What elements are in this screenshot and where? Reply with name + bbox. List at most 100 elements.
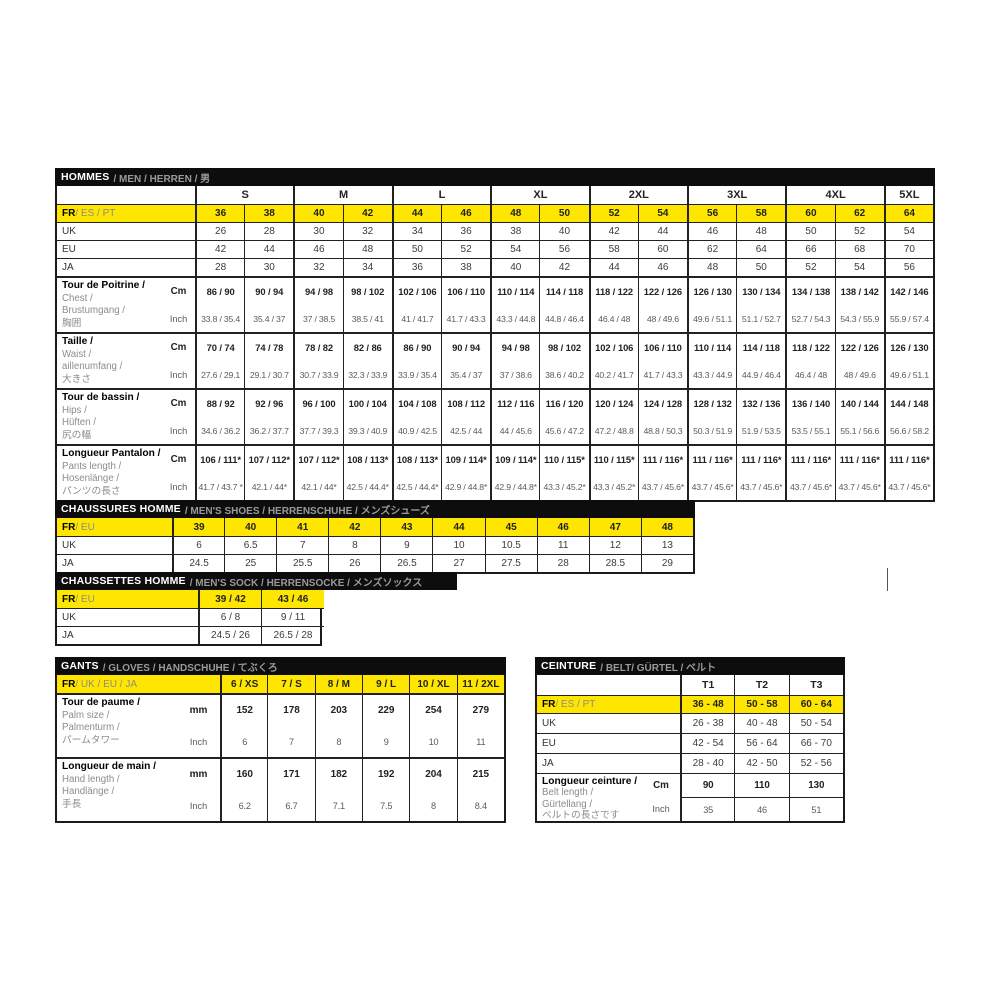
shoe-size-value: 48 (640, 518, 693, 536)
socks-table-title: CHAUSSETTES HOMME (61, 575, 186, 587)
shoe-size-value: 45 (484, 518, 537, 536)
hips-value: 112 / 116 44 / 45.6 (490, 388, 540, 444)
gloves-table: GANTS / GLOVES / HANDSCHUHE / てぶくろ FR / … (55, 657, 506, 823)
chest-value: 90 / 94 35.4 / 37 (244, 276, 294, 332)
conversion-value: 44 (588, 258, 638, 276)
belt-header-spacer (537, 675, 680, 695)
conversion-value: 30 (244, 258, 294, 276)
pants-length-value: 111 / 116* 43.7 / 45.6* (637, 444, 687, 500)
belt-conversion-value: 26 - 38 (680, 713, 735, 733)
size-group-header: L (391, 186, 490, 204)
chest-value: 94 / 98 37 / 38.5 (293, 276, 343, 332)
glove-size-value: 8 / M (314, 675, 362, 693)
palm-size-value: 279 11 (456, 693, 504, 757)
palm-size-value: 229 9 (361, 693, 410, 757)
belt-conversion-value: 28 - 40 (680, 753, 735, 773)
waist-value: 122 / 126 48 / 49.6 (834, 332, 884, 388)
size-group-header: 5XL (883, 186, 933, 204)
shoe-conversion-value: 6.5 (224, 536, 277, 554)
belt-column-header: T3 (788, 675, 843, 695)
belt-column-header: T2 (734, 675, 788, 695)
fr-size-value: 42 (342, 204, 392, 222)
pants-length-value: 107 / 112* 42.1 / 44* (244, 444, 294, 500)
conversion-value: 70 (883, 240, 933, 258)
waist-value: 70 / 74 27.6 / 29.1 (195, 332, 245, 388)
sock-size-value: 43 / 46 (261, 590, 324, 608)
conversion-value: 54 (490, 240, 540, 258)
belt-conversion-value: 56 - 64 (734, 733, 789, 753)
belt-length-value: 90 35 (680, 773, 735, 821)
shoe-size-value: 39 (172, 518, 225, 536)
shoe-size-value: 40 (224, 518, 277, 536)
belt-conversion-value: 52 - 56 (788, 753, 843, 773)
shoe-conversion-value: 26 (328, 554, 381, 572)
size-group-header: 3XL (687, 186, 785, 204)
conversion-value: 42 (588, 222, 638, 240)
shoe-conversion-value: 29 (640, 554, 693, 572)
waist-value: 110 / 114 43.3 / 44.9 (687, 332, 737, 388)
size-group-header: S (195, 186, 293, 204)
waist-value: 118 / 122 46.4 / 48 (785, 332, 835, 388)
hand-length-value: 182 7.1 (314, 757, 362, 821)
unit-cell: mm Inch (177, 757, 220, 821)
hips-value: 144 / 148 56.6 / 58.2 (883, 388, 933, 444)
conversion-value: 52 (441, 240, 491, 258)
gloves-table-title-bar: GANTS / GLOVES / HANDSCHUHE / てぶくろ (55, 657, 506, 675)
conversion-value: 44 (637, 222, 687, 240)
fr-size-value: 46 (441, 204, 491, 222)
socks-table-title-bar: CHAUSSETTES HOMME / MEN'S SOCK / HERRENS… (55, 572, 457, 590)
gloves-table-title-translations: / GLOVES / HANDSCHUHE / てぶくろ (102, 662, 278, 674)
conversion-value: 54 (883, 222, 933, 240)
conversion-value: 62 (687, 240, 737, 258)
conversion-value: 56 (539, 240, 589, 258)
belt-length-value: 110 46 (734, 773, 789, 821)
row-label-ja: JA (57, 626, 198, 644)
belt-conversion-value: 66 - 70 (788, 733, 843, 753)
belt-size-value: 36 - 48 (680, 695, 735, 713)
chest-value: 98 / 102 38.5 / 41 (342, 276, 392, 332)
hand-length-value: 160 6.2 (220, 757, 268, 821)
shoes-table-title-bar: CHAUSSURES HOMME / MEN'S SHOES / HERRENS… (55, 500, 695, 518)
unit-cell: Cm Inch (162, 388, 195, 444)
pants-length-value: 111 / 116* 43.7 / 45.6* (883, 444, 933, 500)
conversion-value: 50 (736, 258, 786, 276)
shoes-table-title-translations: / MEN'S SHOES / HERRENSCHUHE / メンズシューズ (184, 505, 430, 517)
chest-value: 126 / 130 49.6 / 51.1 (687, 276, 737, 332)
pants-length-value: 110 / 115* 43.3 / 45.2* (539, 444, 589, 500)
conversion-value: 44 (244, 240, 294, 258)
fr-size-value: 48 (490, 204, 540, 222)
men-size-grid: S M L XL 2XL 3XL 4XL 5XL FR / ES / PT 36 38 40 42 44 4… (55, 186, 935, 502)
row-label-ja: JA (537, 753, 680, 773)
hips-value: 96 / 100 37.7 / 39.3 (293, 388, 343, 444)
shoe-conversion-value: 27 (432, 554, 485, 572)
sock-size-value: 39 / 42 (198, 590, 261, 608)
size-group-header: 4XL (785, 186, 883, 204)
conversion-value: 40 (539, 222, 589, 240)
conversion-value: 60 (637, 240, 687, 258)
conversion-value: 66 (785, 240, 835, 258)
belt-length-label: Longueur ceinture / Belt length / Gürtella… (537, 773, 642, 821)
shoe-conversion-value: 8 (328, 536, 381, 554)
shoe-conversion-value: 13 (640, 536, 693, 554)
waist-value: 94 / 98 37 / 38.6 (490, 332, 540, 388)
hips-value: 108 / 112 42.5 / 44 (441, 388, 491, 444)
waist-value: 114 / 118 44.9 / 46.4 (736, 332, 786, 388)
shoe-conversion-value: 26.5 (380, 554, 433, 572)
shoe-conversion-value: 9 (380, 536, 433, 554)
chest-value: 118 / 122 46.4 / 48 (588, 276, 638, 332)
fr-size-value: 50 (539, 204, 589, 222)
conversion-value: 58 (588, 240, 638, 258)
conversion-value: 50 (391, 240, 441, 258)
unit-cell: Cm Inch (642, 773, 680, 821)
glove-size-value: 9 / L (361, 675, 410, 693)
shoe-conversion-value: 24.5 (172, 554, 225, 572)
belt-size-value: 50 - 58 (734, 695, 789, 713)
row-label-uk: UK (57, 536, 172, 554)
section-label-chest: Tour de Poitrine / Chest / Brustumgang / 胸囲 (57, 276, 162, 332)
chest-value: 110 / 114 43.3 / 44.8 (490, 276, 540, 332)
hand-length-value: 171 6.7 (267, 757, 315, 821)
shoe-conversion-value: 28.5 (588, 554, 641, 572)
conversion-value: 46 (687, 222, 737, 240)
